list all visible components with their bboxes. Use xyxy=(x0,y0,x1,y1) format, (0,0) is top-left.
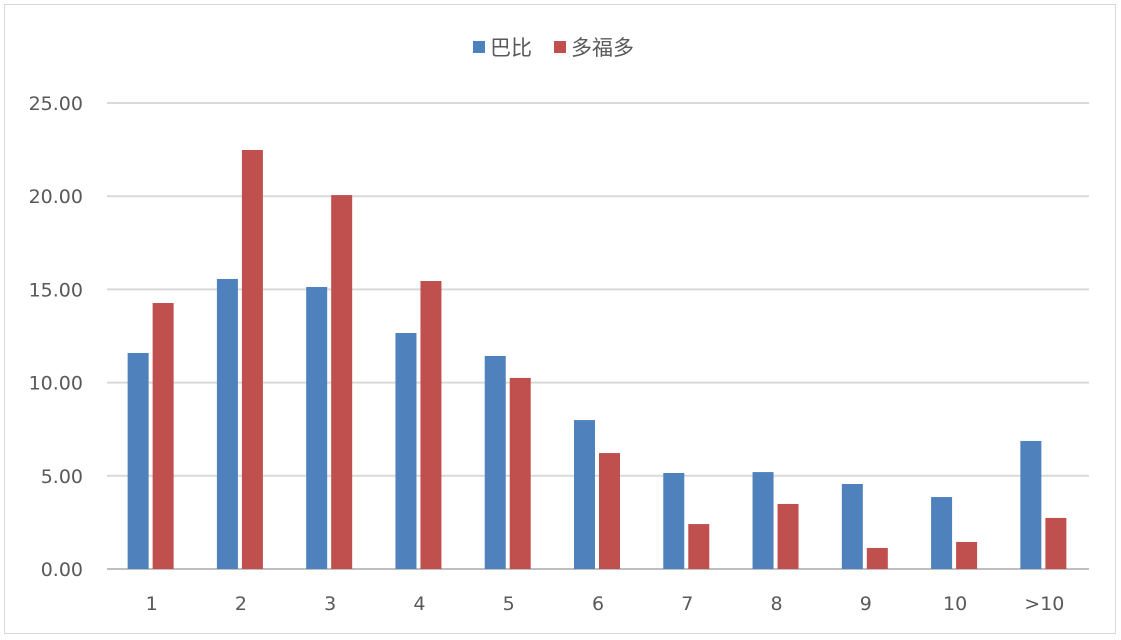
bar-series1 xyxy=(752,472,774,569)
bar-series1 xyxy=(931,497,953,569)
bar-series1 xyxy=(395,333,417,569)
bar-series1 xyxy=(484,355,506,569)
bar-series1 xyxy=(663,473,685,569)
x-tick-label: >10 xyxy=(1024,593,1064,615)
legend-swatch xyxy=(473,41,485,53)
x-tick-label: 7 xyxy=(681,593,693,615)
bar-series2 xyxy=(420,281,442,569)
bar-series1 xyxy=(306,286,328,569)
bar-series2 xyxy=(1045,517,1067,569)
x-tick-label: 2 xyxy=(235,593,247,615)
bar-series2 xyxy=(241,149,263,570)
bar-series1 xyxy=(216,278,238,569)
legend-label: 巴比 xyxy=(490,36,532,60)
bar-series2 xyxy=(152,303,174,569)
bar-series1 xyxy=(1020,440,1042,569)
bar-series2 xyxy=(688,524,710,569)
bar-series2 xyxy=(599,453,620,569)
x-tick-label: 3 xyxy=(324,593,336,615)
bar-series2 xyxy=(777,503,799,569)
x-tick-label: 8 xyxy=(770,593,782,615)
y-tick-label: 20.00 xyxy=(29,186,83,208)
x-tick-label: 10 xyxy=(943,593,967,615)
bar-series2 xyxy=(956,541,978,569)
bar-series2 xyxy=(331,195,353,569)
bar-series2 xyxy=(509,377,531,569)
x-tick-label: 9 xyxy=(860,593,872,615)
bar-series1 xyxy=(841,484,863,569)
x-tick-label: 4 xyxy=(413,593,425,615)
chart-frame xyxy=(4,4,1116,634)
bar-series2 xyxy=(866,547,888,569)
x-tick-label: 6 xyxy=(592,593,604,615)
legend-label: 多福多 xyxy=(571,36,634,60)
legend-swatch xyxy=(554,41,566,53)
y-tick-label: 10.00 xyxy=(29,373,83,395)
x-tick-label: 5 xyxy=(503,593,515,615)
y-tick-label: 0.00 xyxy=(41,559,83,581)
bar-series1 xyxy=(574,420,595,569)
y-tick-label: 5.00 xyxy=(41,466,83,488)
x-tick-label: 1 xyxy=(146,593,158,615)
y-tick-label: 15.00 xyxy=(29,279,83,301)
y-tick-label: 25.00 xyxy=(29,93,83,115)
bar-series1 xyxy=(127,352,149,569)
